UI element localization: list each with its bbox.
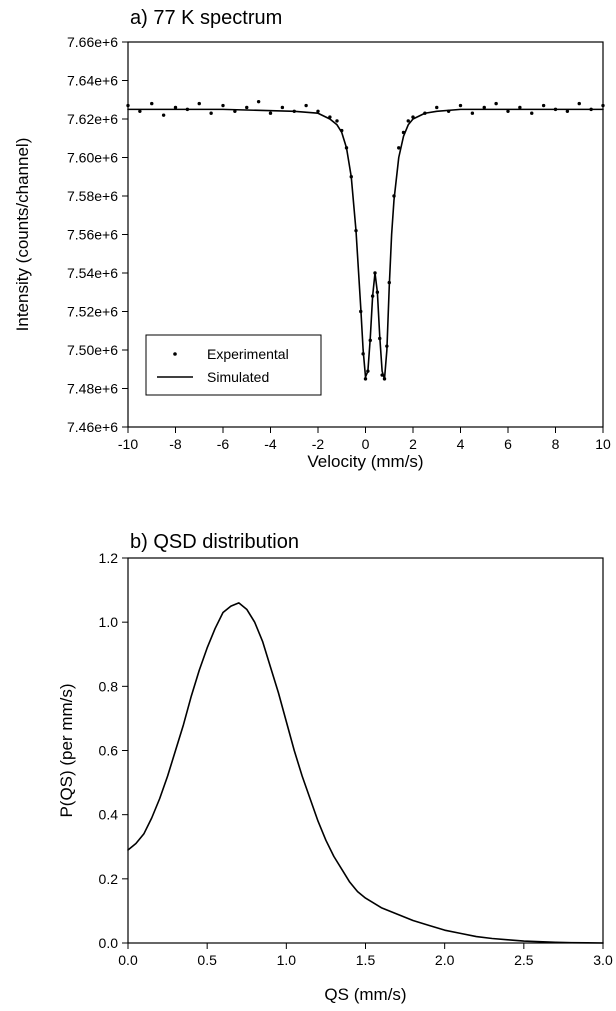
experimental-point	[335, 119, 339, 123]
x-tick-label: -4	[264, 436, 277, 452]
y-tick-label: 7.62e+6	[67, 111, 118, 127]
y-tick-label: 0.6	[99, 743, 119, 759]
x-tick-label: 0.5	[197, 952, 217, 968]
experimental-point	[197, 101, 201, 106]
experimental-point	[470, 111, 475, 115]
x-tick-label: 0.0	[118, 952, 138, 968]
experimental-point	[256, 99, 261, 104]
x-tick-label: -6	[217, 436, 230, 452]
x-tick-label: 1.0	[277, 952, 297, 968]
y-tick-label: 7.54e+6	[67, 265, 118, 281]
panel-a-x-ticks: -10 -8 -6 -4 -2 0 2 4 6 8 10	[118, 427, 611, 452]
y-tick-label: 1.2	[99, 550, 119, 566]
x-tick-label: 10	[595, 436, 611, 452]
y-tick-label: 7.58e+6	[67, 188, 118, 204]
experimental-point	[577, 101, 581, 106]
x-tick-label: 2	[409, 436, 417, 452]
qsd-curve	[127, 602, 604, 944]
panel-a-x-axis-label: Velocity (mm/s)	[307, 452, 423, 471]
legend-box	[145, 334, 322, 396]
experimental-point	[541, 103, 546, 108]
x-tick-label: 3.0	[593, 952, 613, 968]
panel-a-y-ticks: 7.46e+6 7.48e+6 7.50e+6 7.52e+6 7.54e+6 7.56e…	[67, 34, 128, 435]
x-tick-label: 4	[457, 436, 465, 452]
x-tick-label: 0	[362, 436, 370, 452]
y-tick-label: 0.0	[99, 935, 119, 951]
x-tick-label: -8	[169, 436, 182, 452]
panel-a-data	[126, 99, 605, 381]
experimental-point	[304, 103, 308, 108]
experimental-point	[245, 105, 249, 110]
panel-b-data	[127, 602, 604, 944]
experimental-point	[363, 377, 368, 381]
experimental-point	[518, 105, 522, 110]
simulated-line	[127, 108, 604, 380]
panel-b-qsd: b) QSD distribution 0.0 0.5 1.0 1.5 2.0 2.5 3.…	[57, 531, 613, 1004]
experimental-point	[221, 103, 225, 108]
experimental-point	[458, 103, 463, 108]
y-tick-label: 0.4	[99, 807, 119, 823]
experimental-point	[494, 101, 498, 106]
legend-marker-experimental	[173, 352, 177, 356]
x-tick-label: 1.5	[356, 952, 376, 968]
y-tick-label: 7.48e+6	[67, 381, 118, 397]
experimental-point	[173, 105, 178, 110]
x-tick-label: -10	[118, 436, 138, 452]
experimental-point	[565, 109, 570, 114]
panel-b-y-axis-label: P(QS) (per mm/s)	[57, 683, 76, 817]
y-tick-label: 7.46e+6	[67, 419, 118, 435]
x-tick-label: -2	[312, 436, 325, 452]
x-tick-label: 6	[504, 436, 512, 452]
y-tick-label: 1.0	[99, 614, 119, 630]
y-tick-label: 7.64e+6	[67, 73, 118, 89]
x-tick-label: 2.0	[435, 952, 455, 968]
y-tick-label: 7.56e+6	[67, 227, 118, 243]
experimental-point	[268, 111, 273, 115]
y-tick-label: 7.66e+6	[67, 34, 118, 50]
y-tick-label: 7.52e+6	[67, 304, 118, 320]
legend-label-experimental: Experimental	[207, 346, 289, 362]
experimental-point	[150, 101, 154, 106]
y-tick-label: 0.8	[99, 678, 119, 694]
experimental-point	[138, 109, 142, 114]
experimental-point	[316, 109, 320, 114]
experimental-point	[530, 111, 534, 115]
panel-b-x-ticks: 0.0 0.5 1.0 1.5 2.0 2.5 3.0	[118, 943, 613, 968]
panel-a-title: a) 77 K spectrum	[130, 7, 282, 29]
experimental-point	[397, 146, 401, 150]
panel-a-legend: Experimental Simulated	[145, 334, 322, 396]
panel-a-spectrum: a) 77 K spectrum -10 -8 -6 -4 -2 0 2 4 6 8 10 7.46…	[13, 7, 611, 471]
experimental-point	[482, 105, 486, 110]
y-tick-label: 7.50e+6	[67, 342, 118, 358]
experimental-point	[209, 111, 213, 115]
panel-a-y-axis-label: Intensity (counts/channel)	[13, 138, 32, 332]
x-tick-label: 8	[552, 436, 560, 452]
experimental-point	[161, 113, 166, 117]
panel-b-title: b) QSD distribution	[130, 531, 299, 553]
experimental-point	[601, 103, 605, 108]
experimental-point	[506, 109, 510, 114]
experimental-point	[435, 105, 439, 110]
legend-label-simulated: Simulated	[207, 369, 269, 385]
y-tick-label: 7.60e+6	[67, 150, 118, 166]
x-tick-label: 2.5	[514, 952, 534, 968]
panel-b-x-axis-label: QS (mm/s)	[324, 985, 406, 1004]
experimental-point	[406, 119, 410, 123]
experimental-point	[126, 103, 130, 108]
y-tick-label: 0.2	[99, 871, 119, 887]
panel-b-y-ticks: 0.0 0.2 0.4 0.6 0.8 1.0 1.2	[99, 550, 128, 951]
experimental-point	[280, 105, 285, 110]
